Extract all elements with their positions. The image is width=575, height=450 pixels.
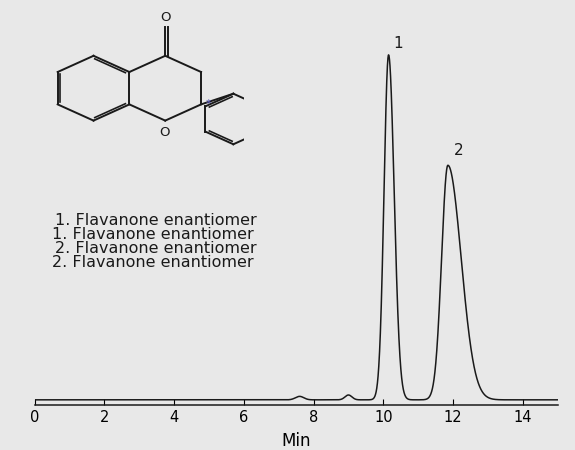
Text: 2. Flavanone enantiomer: 2. Flavanone enantiomer xyxy=(55,241,257,256)
Text: 1. Flavanone enantiomer: 1. Flavanone enantiomer xyxy=(52,227,254,243)
Text: 1: 1 xyxy=(393,36,402,51)
Text: O: O xyxy=(160,12,171,24)
Text: *: * xyxy=(205,99,211,108)
X-axis label: Min: Min xyxy=(281,432,311,450)
Text: 2: 2 xyxy=(454,144,463,158)
Text: 2. Flavanone enantiomer: 2. Flavanone enantiomer xyxy=(52,255,254,270)
Text: 1. Flavanone enantiomer: 1. Flavanone enantiomer xyxy=(55,213,257,228)
Text: O: O xyxy=(159,126,169,139)
